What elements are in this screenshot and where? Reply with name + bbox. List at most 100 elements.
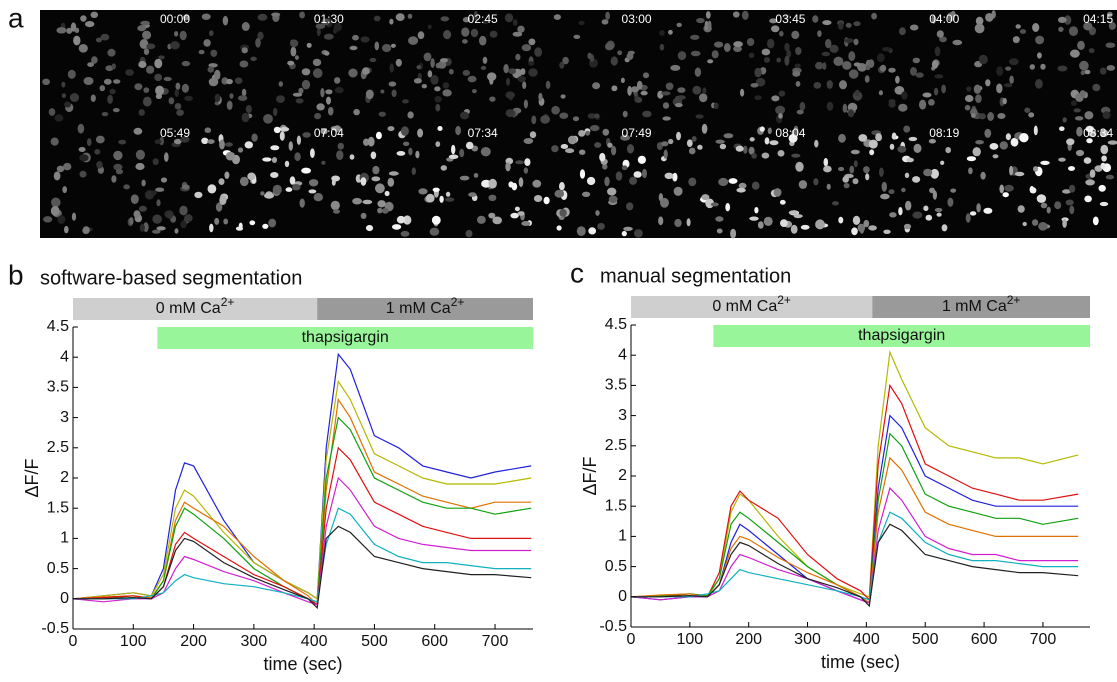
cell: [218, 178, 225, 186]
cell: [597, 222, 605, 230]
cell: [184, 95, 194, 102]
cell: [714, 41, 724, 48]
cell: [381, 207, 389, 214]
cell: [1084, 195, 1092, 203]
cell: [813, 82, 822, 89]
cell: [421, 84, 427, 89]
cell: [272, 184, 282, 195]
cell: [858, 134, 868, 142]
cell: [1012, 36, 1020, 44]
cell: [71, 212, 77, 221]
cell: [713, 102, 719, 110]
cell: [517, 75, 526, 83]
cell: [465, 141, 474, 150]
cell: [748, 146, 755, 155]
cell: [871, 12, 877, 20]
cell: [225, 151, 235, 161]
band-label: 1 mM Ca2+: [386, 295, 465, 317]
cell: [427, 70, 433, 78]
cell: [939, 36, 947, 43]
x-tick-label: 100: [676, 631, 703, 648]
cell: [941, 224, 948, 232]
cell: [392, 224, 402, 230]
cell: [430, 58, 435, 68]
cell: [1070, 100, 1077, 106]
cell: [413, 78, 422, 84]
x-tick-label: 100: [120, 633, 147, 650]
trace: [630, 414, 1079, 604]
cell: [292, 92, 303, 97]
cell: [707, 20, 712, 30]
cell: [427, 24, 432, 30]
cell: [505, 162, 511, 172]
cell: [208, 77, 219, 87]
cell: [1069, 205, 1075, 215]
cell: [87, 62, 94, 67]
cell: [262, 157, 272, 162]
cell: [86, 138, 92, 147]
cell: [749, 137, 755, 142]
y-tick-label: 3: [618, 407, 627, 424]
cell: [1008, 58, 1019, 66]
cell: [562, 56, 569, 65]
cell: [257, 31, 264, 40]
cell: [396, 151, 406, 156]
cell: [964, 94, 974, 103]
cell: [776, 57, 781, 63]
cell: [174, 103, 182, 110]
cell: [270, 172, 279, 178]
cell: [268, 218, 277, 228]
timestamp: 07:34: [468, 126, 498, 140]
cell: [637, 155, 647, 164]
timestamp: 02:45: [468, 12, 498, 26]
cell: [931, 60, 939, 69]
cell: [868, 59, 875, 68]
cell: [290, 46, 297, 57]
cell: [179, 30, 187, 41]
cell: [160, 177, 168, 183]
cell: [151, 190, 157, 196]
cell: [983, 207, 993, 214]
cell: [799, 101, 806, 111]
cell: [705, 11, 711, 19]
cell: [999, 184, 1004, 194]
cell: [459, 175, 470, 181]
cell: [1040, 63, 1046, 70]
cell: [793, 125, 799, 136]
cell: [320, 88, 325, 98]
cell: [668, 29, 673, 35]
cell: [814, 139, 819, 148]
cell: [764, 137, 770, 145]
cell: [112, 108, 120, 113]
cell: [1108, 22, 1116, 30]
x-tick-label: 500: [361, 633, 388, 650]
cell: [879, 64, 887, 72]
cell: [528, 38, 536, 46]
band-label: thapsigargin: [302, 329, 389, 346]
cell: [617, 50, 623, 56]
cell: [142, 96, 152, 107]
cell: [848, 51, 856, 62]
cell: [523, 99, 529, 109]
cell: [826, 183, 831, 190]
cell: [74, 27, 80, 33]
cell: [660, 197, 669, 208]
cell: [372, 165, 380, 175]
cell: [1022, 221, 1027, 227]
cell: [966, 86, 972, 92]
cell: [470, 28, 479, 38]
cell: [207, 66, 215, 73]
cell: [1073, 108, 1081, 113]
image-frame: [505, 125, 647, 238]
cell: [848, 69, 859, 79]
x-tick-label: 400: [301, 633, 328, 650]
cell: [754, 95, 762, 101]
cell: [620, 77, 625, 84]
cell: [576, 226, 586, 237]
cell: [324, 51, 330, 56]
cell: [833, 56, 844, 66]
cell: [285, 187, 293, 192]
cell: [50, 205, 60, 216]
cell: [578, 20, 585, 26]
cell: [572, 116, 580, 122]
